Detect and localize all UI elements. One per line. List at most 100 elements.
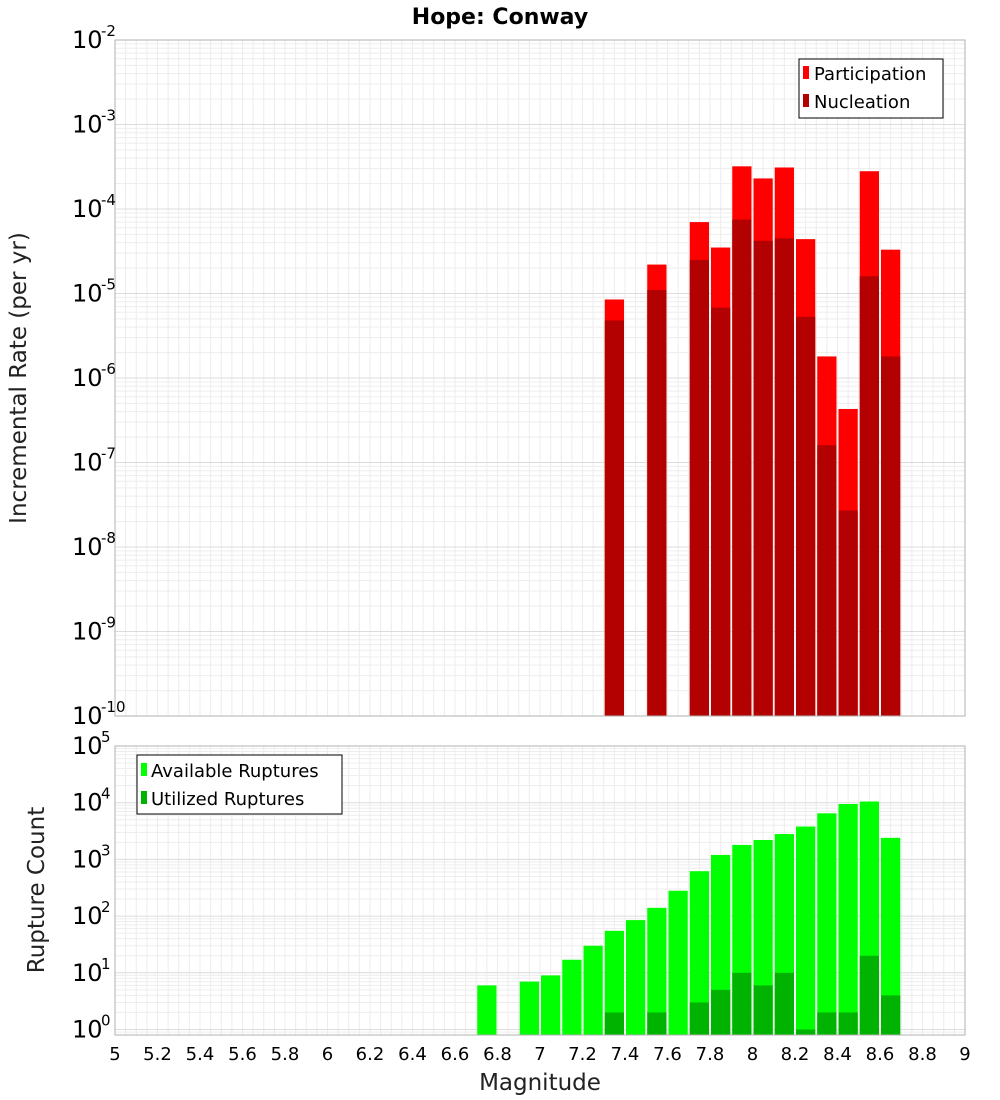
- x-tick-label: 5.4: [186, 1044, 215, 1065]
- y-tick-label: 10: [72, 364, 103, 392]
- y-tick-label: 10: [72, 195, 103, 223]
- y-tick-label: 10: [72, 449, 103, 477]
- series-a-bar: [881, 837, 901, 1035]
- y-tick-exponent: -9: [101, 614, 116, 632]
- x-tick-label: 5.8: [271, 1044, 300, 1065]
- x-tick-label: 6.4: [398, 1044, 427, 1065]
- series-a-bar: [796, 826, 816, 1035]
- series-a-bar: [583, 945, 603, 1035]
- y-tick-exponent: 2: [101, 898, 111, 916]
- top-legend-box: [798, 58, 944, 119]
- x-tick-label: 8.4: [823, 1044, 852, 1065]
- bottom-legend: Available Ruptures Utilized Ruptures: [136, 754, 343, 815]
- x-tick-label: 8: [747, 1044, 758, 1065]
- y-tick-label: 10: [72, 618, 103, 646]
- series-a-bar: [838, 803, 858, 1035]
- series-b-bar: [859, 955, 879, 1035]
- series-b-bar: [732, 972, 752, 1035]
- bottom-bars: [477, 801, 901, 1035]
- x-tick-label: 9: [959, 1044, 970, 1065]
- series-b-bar: [689, 259, 709, 716]
- y-tick-exponent: -4: [101, 191, 116, 209]
- y-tick-exponent: -6: [101, 360, 116, 378]
- series-b-bar: [732, 219, 752, 717]
- series-b-bar: [881, 356, 901, 716]
- utilized-legend-swatch: [141, 791, 147, 804]
- x-tick-label: 5: [109, 1044, 120, 1065]
- series-b-bar: [881, 995, 901, 1035]
- x-tick-label: 7.8: [696, 1044, 725, 1065]
- series-a-bar: [647, 907, 667, 1035]
- x-tick-label: 6.6: [441, 1044, 470, 1065]
- series-b-bar: [774, 972, 794, 1035]
- available-legend-swatch: [141, 763, 147, 776]
- series-b-bar: [817, 1012, 837, 1035]
- series-a-bar: [668, 890, 688, 1035]
- top-grid: [114, 39, 966, 717]
- x-tick-label: 5.2: [143, 1044, 172, 1065]
- y-tick-label: 10: [72, 533, 103, 561]
- y-tick-label: 10: [72, 789, 103, 817]
- x-tick-label: 7: [534, 1044, 545, 1065]
- available-legend-label: Available Ruptures: [151, 761, 319, 782]
- y-tick-label: 10: [72, 26, 103, 54]
- series-b-bar: [647, 1012, 667, 1035]
- series-b-bar: [838, 510, 858, 716]
- y-tick-exponent: -3: [101, 107, 116, 125]
- y-tick-label: 10: [72, 732, 103, 760]
- y-tick-exponent: 4: [101, 785, 111, 803]
- participation-legend-swatch: [803, 66, 809, 79]
- y-tick-label: 10: [72, 845, 103, 873]
- x-tick-label: 6.8: [483, 1044, 512, 1065]
- series-b-bar: [796, 1029, 816, 1035]
- x-tick-label: 8.2: [781, 1044, 810, 1065]
- series-b-bar: [711, 307, 731, 716]
- series-a-bar: [477, 985, 497, 1035]
- series-b-bar: [859, 276, 879, 716]
- chart-title: Hope: Conway: [412, 5, 588, 30]
- x-tick-label: 5.6: [228, 1044, 257, 1065]
- series-b-bar: [774, 238, 794, 717]
- x-tick-label: 6.2: [356, 1044, 385, 1065]
- series-b-bar: [711, 989, 731, 1035]
- y-tick-exponent: 1: [101, 955, 111, 973]
- series-a-bar: [562, 959, 582, 1035]
- x-tick-label: 8.6: [866, 1044, 895, 1065]
- nucleation-legend-swatch: [803, 94, 809, 107]
- series-a-bar: [604, 930, 624, 1035]
- top-bars: [604, 166, 901, 717]
- x-tick-label: 8.8: [908, 1044, 937, 1065]
- participation-legend-label: Participation: [814, 64, 926, 85]
- series-a-bar: [519, 981, 539, 1035]
- bottom-plot-frame: [114, 745, 966, 1036]
- series-a-bar: [689, 871, 709, 1035]
- top-y-axis-label: Incremental Rate (per yr): [6, 232, 32, 524]
- series-b-bar: [604, 320, 624, 716]
- y-tick-exponent: 3: [101, 841, 111, 859]
- x-tick-label: 7.4: [611, 1044, 640, 1065]
- series-a-bar: [817, 813, 837, 1035]
- top-plot-frame: [114, 39, 966, 717]
- y-tick-label: 10: [72, 1016, 103, 1044]
- x-axis-label: Magnitude: [479, 1070, 601, 1096]
- x-tick-label: 7.2: [568, 1044, 597, 1065]
- series-a-bar: [626, 920, 646, 1035]
- y-tick-label: 10: [72, 902, 103, 930]
- series-b-bar: [689, 1002, 709, 1035]
- y-tick-exponent: -5: [101, 276, 116, 294]
- top-legend: Participation Nucleation: [798, 58, 944, 119]
- series-b-bar: [817, 445, 837, 716]
- y-tick-label: 10: [72, 959, 103, 987]
- series-b-bar: [753, 240, 773, 716]
- bottom-y-axis-label: Rupture Count: [24, 807, 50, 973]
- y-tick-exponent: -8: [101, 529, 116, 547]
- series-b-bar: [647, 290, 667, 716]
- y-tick-exponent: -10: [101, 698, 126, 716]
- y-tick-exponent: 5: [101, 728, 111, 746]
- y-tick-exponent: -7: [101, 445, 116, 463]
